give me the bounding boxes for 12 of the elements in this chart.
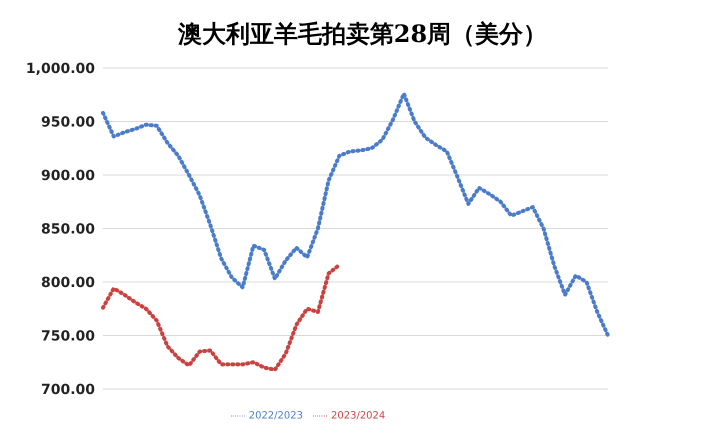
y-tick-label: 1,000.00 <box>26 60 96 77</box>
y-tick-label: 700.00 <box>40 382 96 398</box>
y-tick-label: 950.00 <box>40 114 96 130</box>
y-tick-label: 900.00 <box>40 168 96 184</box>
legend-label: 2023/2024 <box>331 410 386 422</box>
line-series <box>101 262 342 372</box>
legend-label: 2022/2023 <box>248 410 303 422</box>
y-tick-label: 750.00 <box>40 328 96 344</box>
line-series <box>101 92 610 338</box>
y-tick-label: 800.00 <box>40 274 96 291</box>
y-tick-label: 850.00 <box>40 221 96 238</box>
chart-title: 澳大利亚羊毛拍卖第28周（美分） <box>176 18 548 50</box>
